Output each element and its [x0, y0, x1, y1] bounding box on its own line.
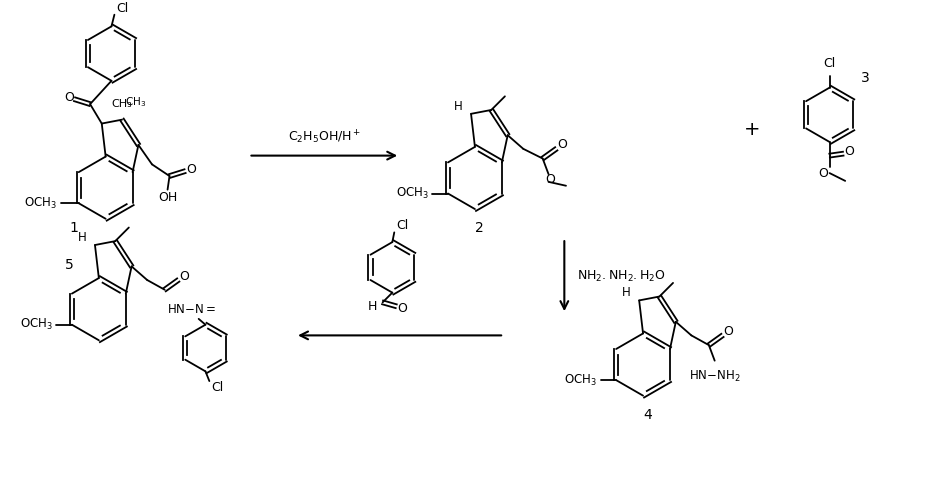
Text: $\rm C_2H_5OH/H^+$: $\rm C_2H_5OH/H^+$: [287, 129, 361, 146]
Text: $\rm HN{-}NH_2$: $\rm HN{-}NH_2$: [688, 368, 740, 384]
Text: $\rm OCH_3$: $\rm OCH_3$: [20, 317, 53, 332]
Text: H: H: [367, 300, 377, 313]
Text: O: O: [545, 174, 555, 187]
Text: 3: 3: [860, 71, 868, 85]
Text: O: O: [722, 325, 733, 338]
Text: 5: 5: [65, 258, 74, 272]
Text: $\rm OCH_3$: $\rm OCH_3$: [564, 373, 596, 388]
Text: $\rm OCH_3$: $\rm OCH_3$: [396, 186, 429, 201]
Text: H: H: [453, 100, 462, 113]
Text: O: O: [843, 145, 853, 158]
Text: O: O: [179, 269, 189, 282]
Text: H: H: [621, 286, 630, 299]
Text: $\rm CH_3$: $\rm CH_3$: [125, 95, 146, 109]
Text: $\rm OCH_3$: $\rm OCH_3$: [25, 196, 58, 211]
Text: 2: 2: [475, 222, 483, 236]
Text: 1: 1: [69, 222, 78, 236]
Text: H: H: [77, 231, 86, 244]
Text: $\rm HN{-}N=$: $\rm HN{-}N=$: [166, 303, 215, 316]
Text: +: +: [743, 120, 759, 139]
Text: O: O: [396, 302, 407, 315]
Text: Cl: Cl: [116, 2, 128, 15]
Text: O: O: [63, 91, 74, 104]
Text: Cl: Cl: [211, 381, 224, 394]
Text: O: O: [817, 167, 827, 180]
Text: 4: 4: [643, 408, 651, 422]
Text: Cl: Cl: [822, 57, 834, 70]
Text: O: O: [186, 163, 195, 176]
Text: Cl: Cl: [396, 219, 408, 232]
Text: OH: OH: [158, 191, 177, 204]
Text: CH₃: CH₃: [111, 99, 132, 109]
Text: $\rm NH_2.NH_2.H_2O$: $\rm NH_2.NH_2.H_2O$: [577, 268, 666, 284]
Text: O: O: [557, 138, 566, 151]
